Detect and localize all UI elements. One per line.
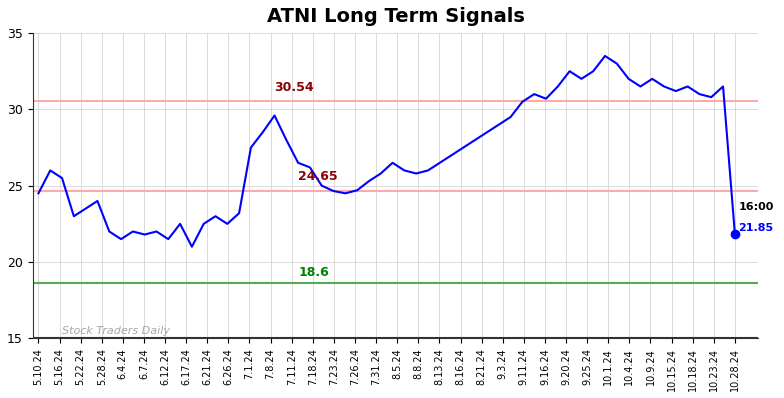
Text: 24.65: 24.65: [298, 170, 338, 183]
Text: 30.54: 30.54: [274, 81, 314, 94]
Title: ATNI Long Term Signals: ATNI Long Term Signals: [267, 7, 524, 26]
Text: 16:00: 16:00: [739, 202, 774, 212]
Text: Stock Traders Daily: Stock Traders Daily: [62, 326, 170, 336]
Text: 18.6: 18.6: [298, 266, 328, 279]
Text: 21.85: 21.85: [739, 223, 774, 234]
